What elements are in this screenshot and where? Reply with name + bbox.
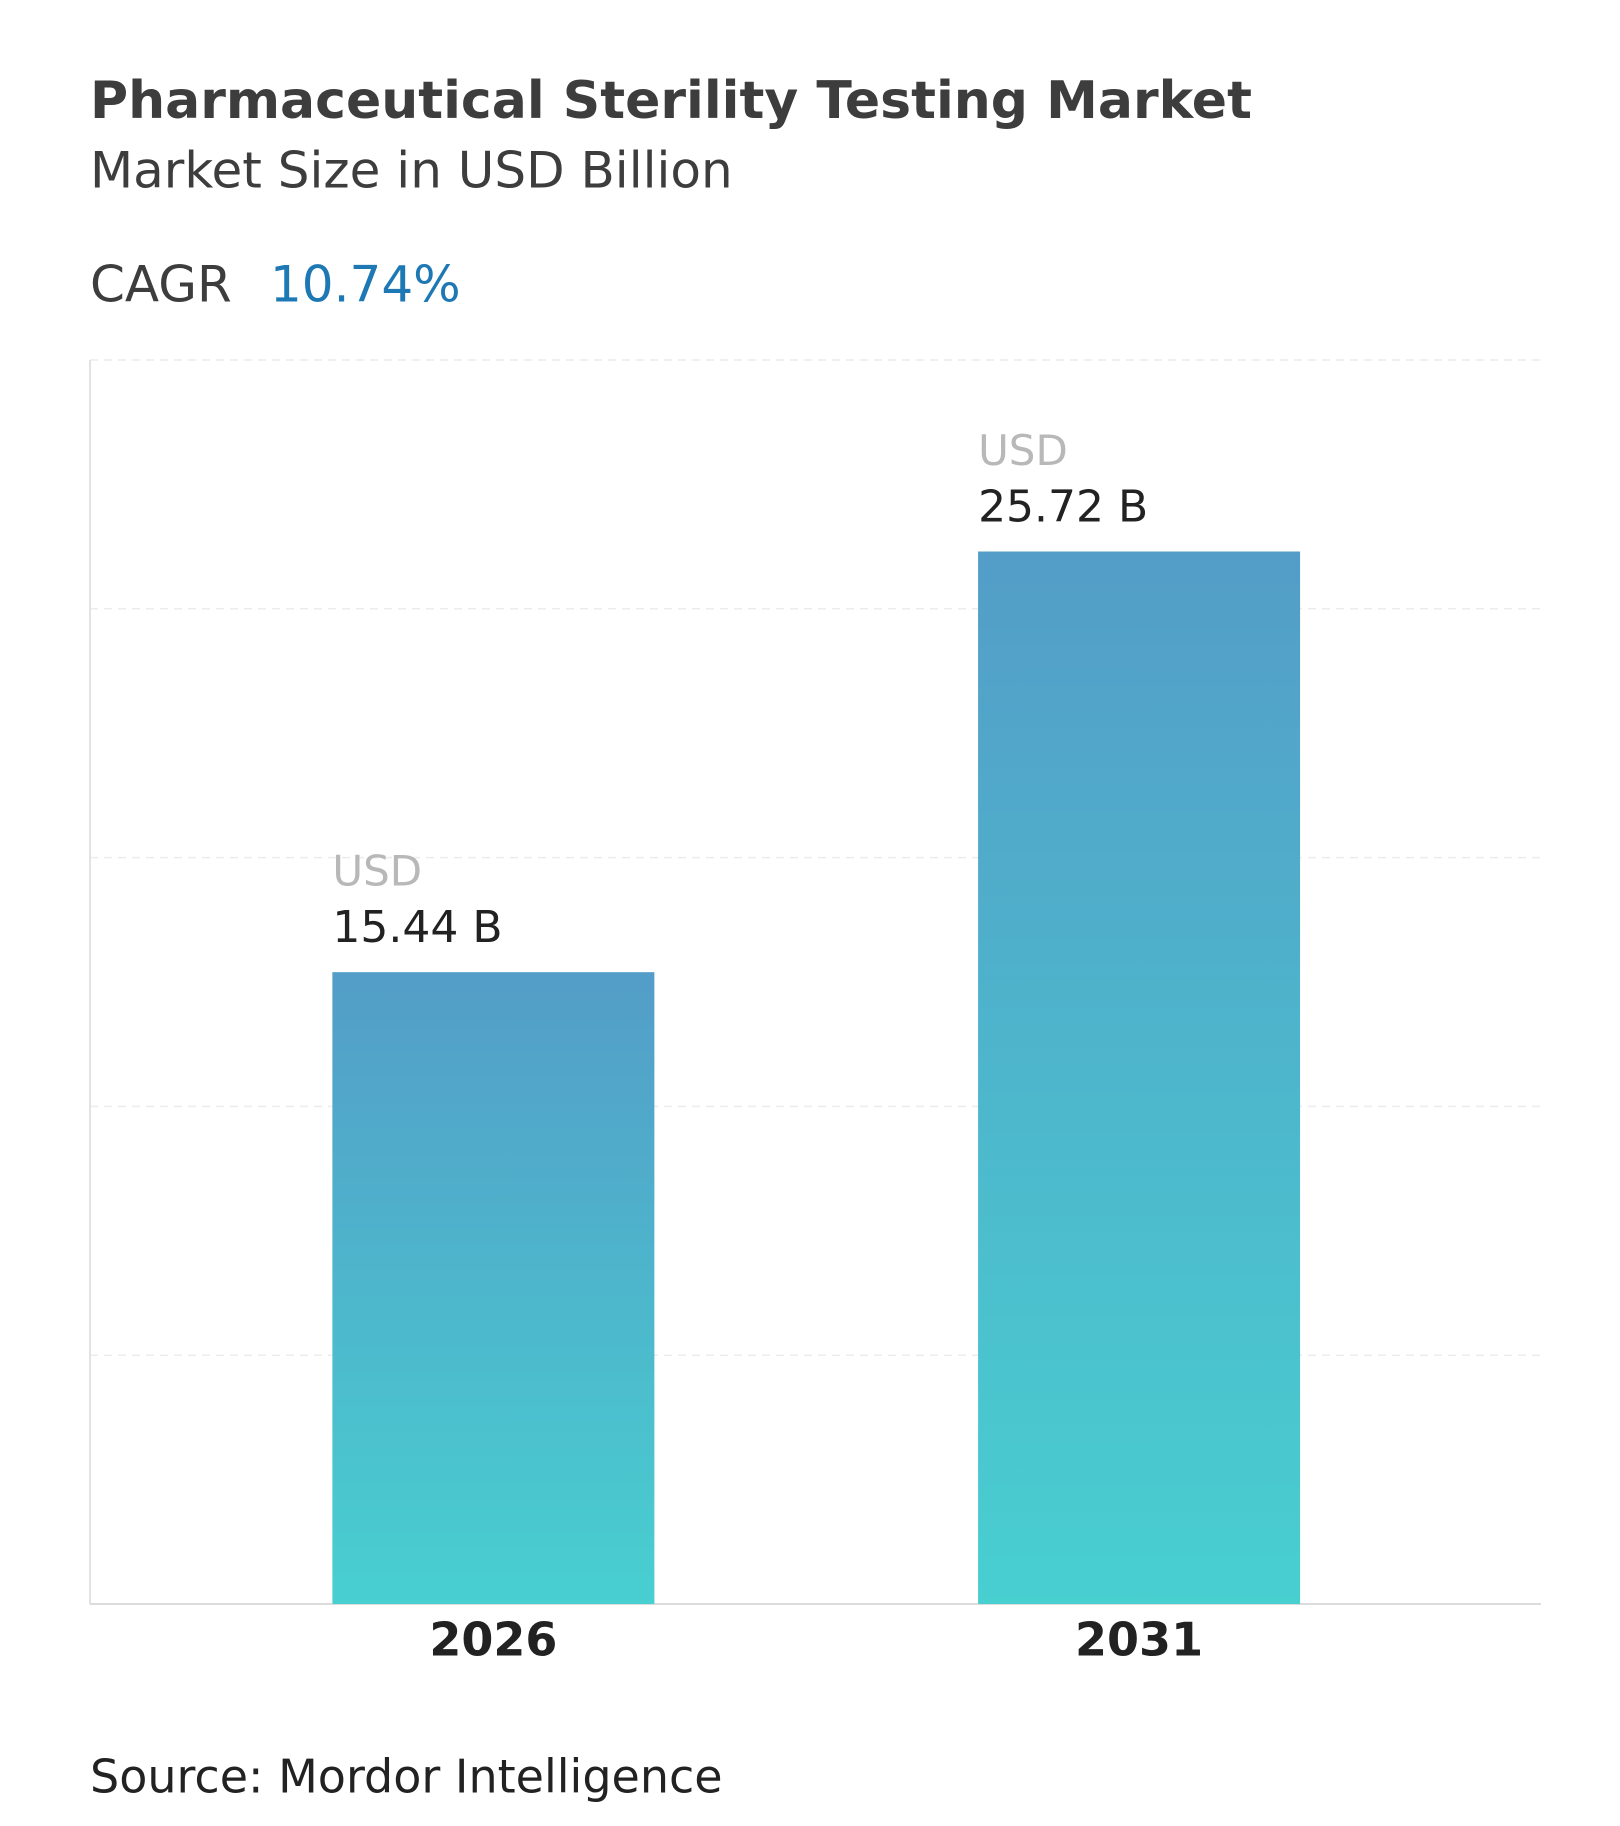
value-label-prefix: USD bbox=[332, 847, 422, 896]
cagr-value: 10.74% bbox=[270, 256, 461, 314]
x-tick-label: 2026 bbox=[429, 1613, 557, 1667]
value-label: 15.44 B bbox=[332, 902, 502, 953]
x-tick-label: 2031 bbox=[1075, 1613, 1203, 1667]
chart-subtitle: Market Size in USD Billion bbox=[90, 142, 733, 200]
value-label-prefix: USD bbox=[978, 426, 1068, 475]
bar bbox=[978, 551, 1301, 1604]
value-label: 25.72 B bbox=[978, 482, 1148, 533]
source: Source: Mordor Intelligence bbox=[90, 1750, 723, 1804]
bar bbox=[332, 972, 655, 1604]
cagr-label: CAGR bbox=[90, 256, 232, 314]
chart-title: Pharmaceutical Sterility Testing Market bbox=[90, 71, 1252, 131]
